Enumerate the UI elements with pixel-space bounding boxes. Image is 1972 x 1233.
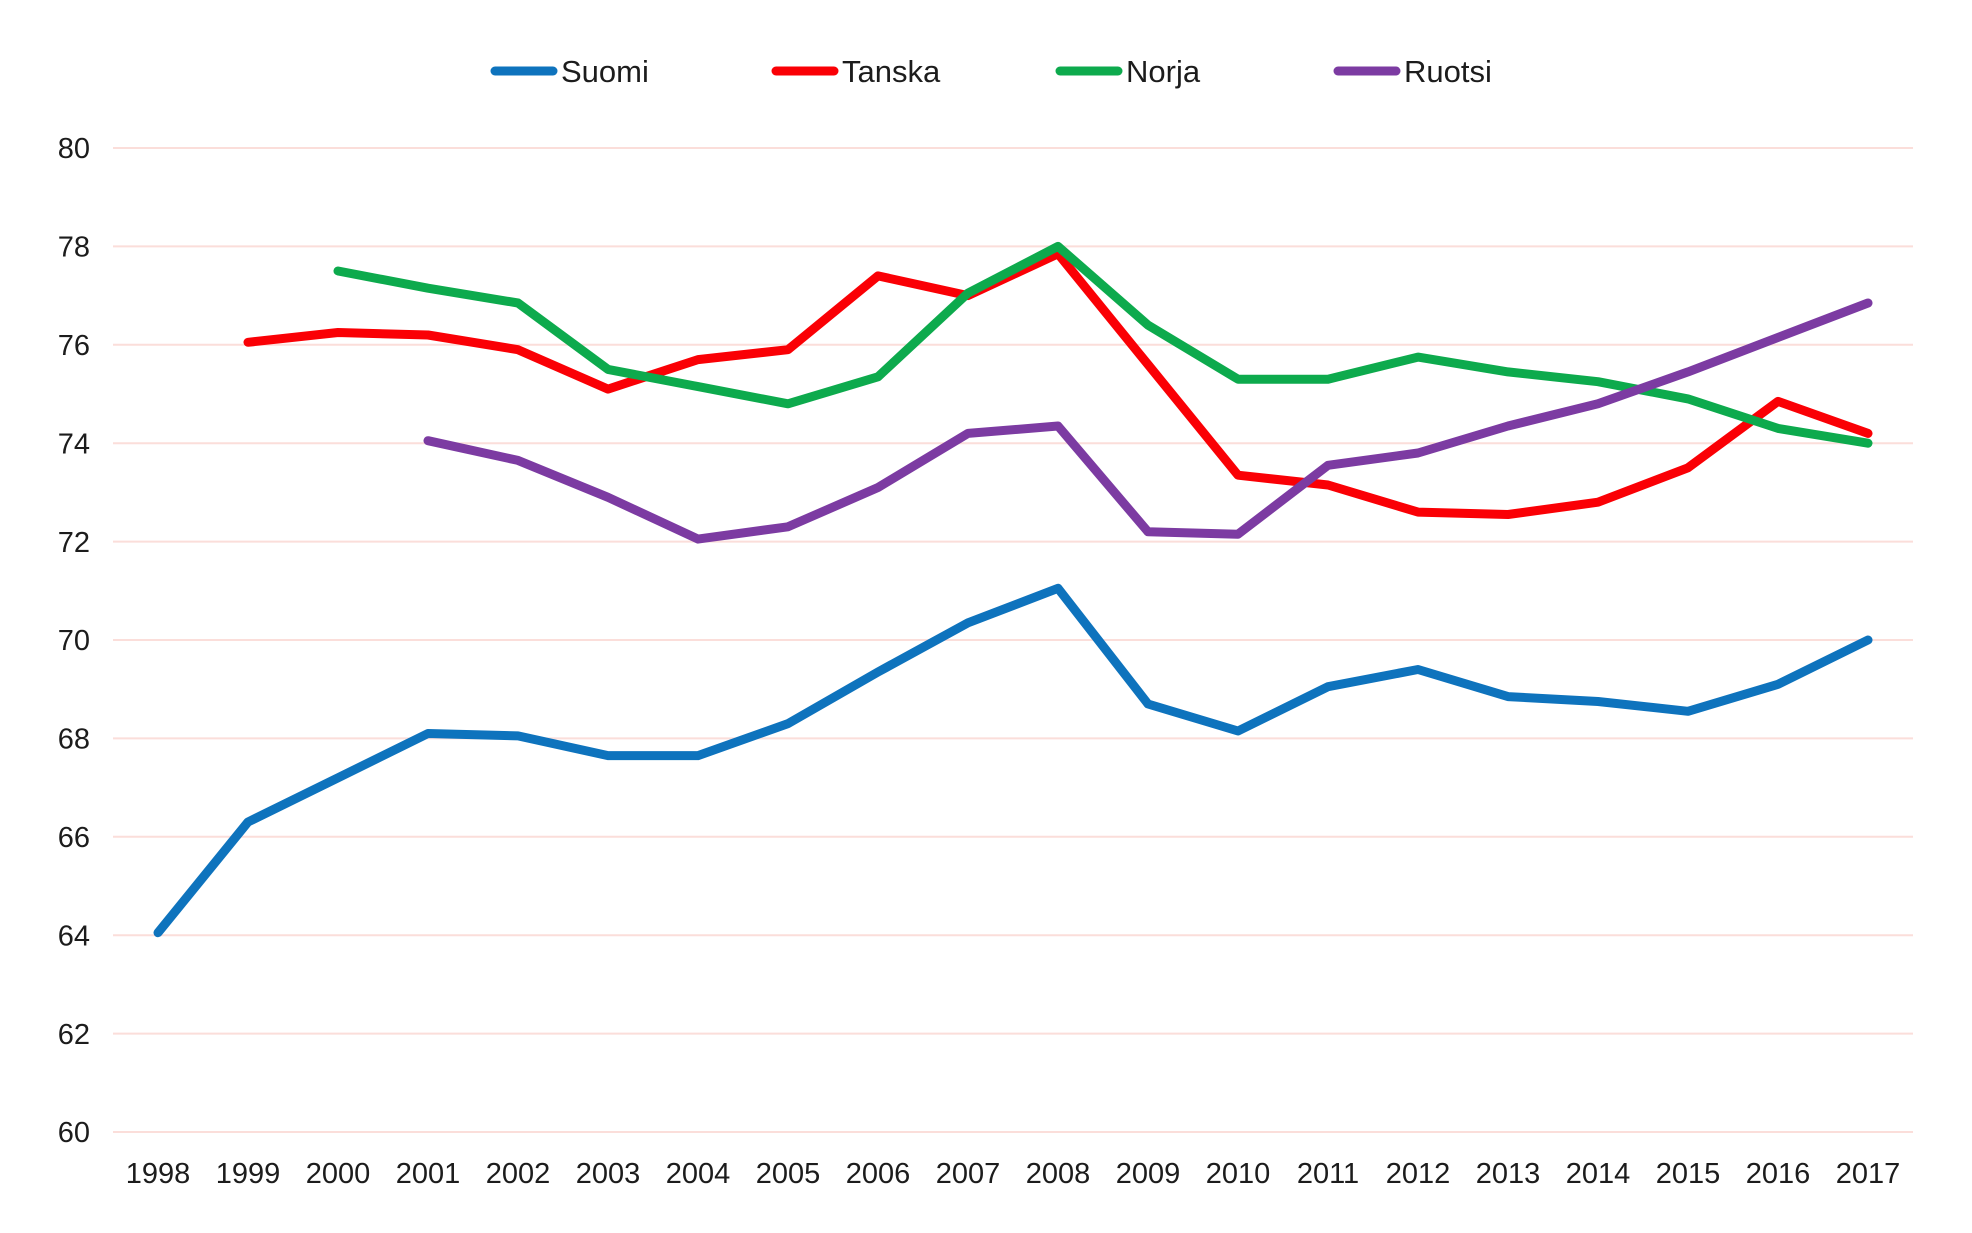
legend-label-ruotsi: Ruotsi: [1404, 54, 1492, 89]
y-tick-label: 72: [58, 527, 90, 559]
y-tick-label: 66: [58, 822, 90, 854]
x-tick-label: 2007: [936, 1158, 1001, 1190]
legend: Suomi Tanska Norja Ruotsi: [490, 54, 1492, 89]
y-tick-label: 78: [58, 232, 90, 264]
legend-item-suomi: Suomi: [490, 54, 649, 89]
x-tick-label: 1999: [216, 1158, 281, 1190]
series-line-ruotsi: [423, 298, 1873, 544]
y-tick-label: 76: [58, 330, 90, 362]
x-tick-label: 2017: [1836, 1158, 1901, 1190]
x-tick-label: 2011: [1297, 1158, 1359, 1190]
y-tick-label: 80: [58, 133, 90, 165]
x-tick-label: 2002: [486, 1158, 551, 1190]
y-tick-label: 74: [58, 428, 90, 460]
y-tick-label: 62: [58, 1019, 90, 1051]
y-tick-label: 64: [58, 920, 90, 952]
legend-item-tanska: Tanska: [771, 54, 941, 89]
y-tick-label: 60: [58, 1117, 90, 1149]
x-tick-label: 2016: [1746, 1158, 1811, 1190]
gridlines-group: [113, 147, 1913, 1133]
y-tick-label: 68: [58, 724, 90, 756]
x-tick-label: 1998: [126, 1158, 191, 1190]
legend-item-ruotsi: Ruotsi: [1333, 54, 1492, 89]
x-tick-label: 2004: [666, 1158, 731, 1190]
x-tick-label: 2005: [756, 1158, 821, 1190]
x-axis-labels-group: 1998 1999 2000 2001 2002 2003 2004 2005 2006 2007…: [126, 1158, 1901, 1190]
x-tick-label: 2000: [306, 1158, 371, 1190]
legend-item-norja: Norja: [1055, 54, 1201, 89]
x-tick-label: 2001: [396, 1158, 461, 1190]
y-tick-label: 70: [58, 625, 90, 657]
x-tick-label: 2008: [1026, 1158, 1091, 1190]
legend-label-tanska: Tanska: [842, 54, 941, 89]
x-tick-label: 2003: [576, 1158, 641, 1190]
series-line-suomi: [153, 583, 1873, 938]
legend-label-suomi: Suomi: [561, 54, 649, 89]
x-tick-label: 2012: [1386, 1158, 1451, 1190]
x-tick-label: 2015: [1656, 1158, 1721, 1190]
x-tick-label: 2010: [1206, 1158, 1271, 1190]
series-group: [153, 241, 1873, 938]
series-line-norja: [333, 241, 1873, 448]
legend-label-norja: Norja: [1126, 54, 1201, 89]
series-line-tanska: [243, 249, 1873, 519]
x-tick-label: 2009: [1116, 1158, 1181, 1190]
y-axis-labels-group: 60 62 64 66 68 70 72 74 76 78 80: [58, 133, 90, 1149]
x-tick-label: 2006: [846, 1158, 911, 1190]
x-tick-label: 2013: [1476, 1158, 1541, 1190]
x-tick-label: 2014: [1566, 1158, 1631, 1190]
